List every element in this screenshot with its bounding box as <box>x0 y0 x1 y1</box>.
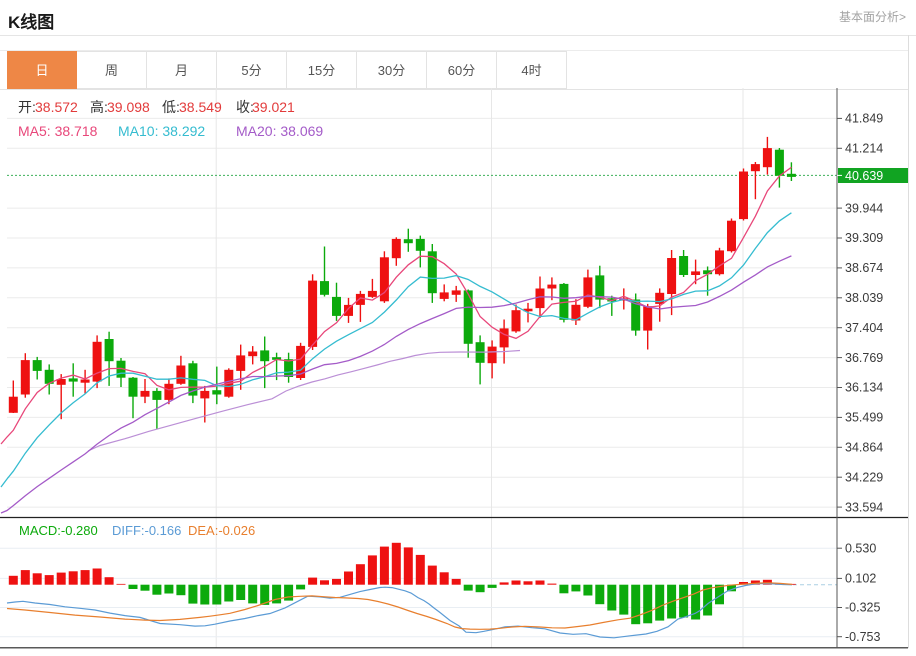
svg-text:41.214: 41.214 <box>845 142 883 156</box>
svg-text:-0.325: -0.325 <box>845 601 880 615</box>
svg-text:39.944: 39.944 <box>845 201 883 215</box>
svg-text:41.849: 41.849 <box>845 112 883 126</box>
svg-text:38.674: 38.674 <box>845 261 883 275</box>
svg-text:39.309: 39.309 <box>845 231 883 245</box>
svg-text:34.229: 34.229 <box>845 470 883 484</box>
svg-text:0.102: 0.102 <box>845 572 876 586</box>
svg-text:37.404: 37.404 <box>845 321 883 335</box>
svg-text:35.499: 35.499 <box>845 411 883 425</box>
svg-text:40.639: 40.639 <box>845 169 883 183</box>
svg-text:-0.753: -0.753 <box>845 630 880 644</box>
svg-text:34.864: 34.864 <box>845 441 883 455</box>
svg-text:36.769: 36.769 <box>845 351 883 365</box>
svg-text:38.039: 38.039 <box>845 291 883 305</box>
svg-text:36.134: 36.134 <box>845 381 883 395</box>
svg-text:33.594: 33.594 <box>845 500 883 514</box>
svg-text:0.530: 0.530 <box>845 541 876 555</box>
